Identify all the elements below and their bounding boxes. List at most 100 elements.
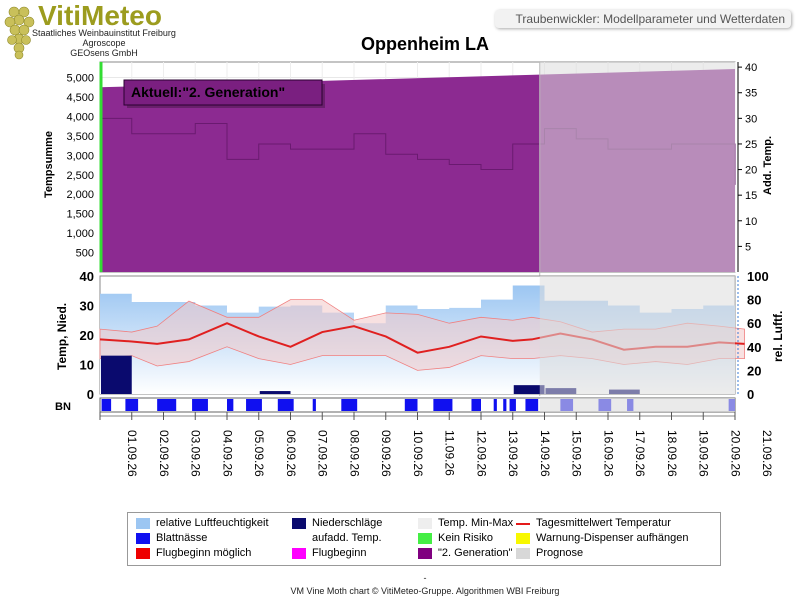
legend-label: Flugbeginn: [312, 547, 367, 559]
legend-swatch: [136, 518, 150, 529]
x-tick-label: 18.09.26: [665, 430, 679, 477]
logo[interactable]: VitiMeteo Staatliches Weinbauinstitut Fr…: [0, 0, 190, 62]
legend-swatch: [516, 533, 530, 544]
middle-right-axis-label: rel. Luftf.: [771, 311, 785, 362]
top-left-tick-label: 1,500: [66, 209, 94, 221]
grape-logo-icon: [4, 6, 35, 60]
x-tick-label: 12.09.26: [474, 430, 488, 477]
bn-segment: [312, 399, 316, 411]
legend-label: Prognose: [536, 547, 584, 559]
legend-label: relative Luftfeuchtigkeit: [156, 517, 269, 529]
middle-right-tick-label: 100: [747, 269, 769, 284]
legend-label: Blattnässe: [156, 532, 208, 544]
legend-label: Kein Risiko: [438, 532, 494, 544]
top-right-tick-label: 35: [745, 88, 757, 100]
x-tick-label: 14.09.26: [538, 430, 552, 477]
precip-bar: [513, 385, 545, 394]
bn-segment: [125, 399, 139, 411]
legend-label: Tagesmittelwert Temperatur: [536, 517, 671, 529]
middle-left-tick-label: 20: [80, 328, 94, 343]
bn-segment: [227, 399, 234, 411]
x-tick-label: 08.09.26: [347, 430, 361, 477]
annotation-box-face: [123, 79, 323, 106]
logo-line-1: Staatliches Weinbauinstitut Freiburg: [32, 28, 176, 38]
top-left-axis-label: Tempsumme: [43, 131, 55, 198]
x-tick-label: 20.09.26: [728, 430, 742, 477]
page-subtitle: Traubenwickler: Modellparameter und Wett…: [495, 10, 791, 28]
x-tick-label: 19.09.26: [697, 430, 711, 477]
logo-line-2: Agroscope: [82, 38, 126, 48]
legend-swatch: [292, 533, 306, 544]
x-tick-label: 13.09.26: [506, 430, 520, 477]
bn-segment: [277, 399, 294, 411]
x-tick-label: 15.09.26: [570, 430, 584, 477]
precip-bar: [259, 391, 291, 394]
top-right-tick-label: 20: [745, 165, 757, 177]
middle-right-tick-label: 60: [747, 316, 761, 331]
middle-right-tick-label: 0: [747, 387, 754, 402]
middle-right-tick-label: 80: [747, 293, 761, 308]
forecast-overlay-bn: [539, 398, 735, 412]
top-left-tick-label: 3,500: [66, 131, 94, 143]
legend-swatch: [418, 518, 432, 529]
top-left-tick-label: 4,000: [66, 111, 94, 123]
middle-right-tick-label: 40: [747, 340, 761, 355]
top-left-tick-label: 4,500: [66, 92, 94, 104]
top-left-tick-label: 2,500: [66, 170, 94, 182]
x-tick-label: 07.09.26: [316, 430, 330, 477]
top-left-tick-label: 5,000: [66, 73, 94, 85]
bn-segment: [341, 399, 358, 411]
x-tick-label: 16.09.26: [601, 430, 615, 477]
bn-segment: [246, 399, 262, 411]
legend-swatch: [516, 548, 530, 559]
legend-swatch: [516, 523, 530, 525]
middle-right-tick-label: 20: [747, 363, 761, 378]
middle-left-tick-label: 10: [80, 358, 94, 373]
top-left-tick-label: 1,000: [66, 228, 94, 240]
bn-segment: [471, 399, 481, 411]
top-left-tick-label: 2,000: [66, 189, 94, 201]
legend-swatch: [418, 548, 432, 559]
top-right-tick-label: 10: [745, 216, 757, 228]
legend-label: "2. Generation": [438, 547, 513, 559]
top-right-tick-label: 25: [745, 139, 757, 151]
x-tick-label: 11.09.26: [443, 430, 457, 476]
chart-title: Oppenheim LA: [360, 34, 489, 54]
top-left-tick-label: 3,000: [66, 150, 94, 162]
middle-left-tick-label: 0: [87, 387, 94, 402]
legend-label: Warnung-Dispenser aufhängen: [536, 532, 689, 544]
x-tick-label: 03.09.26: [189, 430, 203, 477]
x-tick-label: 06.09.26: [284, 430, 298, 477]
top-right-tick-label: 15: [745, 190, 757, 202]
bn-segment: [157, 399, 177, 411]
x-tick-label: 09.09.26: [379, 430, 393, 477]
annotation-label: Aktuell:"2. Generation": [131, 84, 285, 100]
legend-swatch: [292, 548, 306, 559]
x-tick-label: 05.09.26: [252, 430, 266, 477]
x-tick-label: 17.09.26: [633, 430, 647, 477]
top-right-axis-label: Add. Temp.: [762, 136, 774, 195]
x-tick-label: 02.09.26: [157, 430, 171, 477]
bn-segment: [101, 399, 112, 411]
top-left-tick-label: 500: [76, 248, 94, 260]
legend-swatch: [136, 533, 150, 544]
legend-swatch: [292, 518, 306, 529]
logo-line-3: GEOsens GmbH: [70, 48, 138, 58]
bn-segment: [192, 399, 208, 411]
top-right-tick-label: 40: [745, 62, 757, 74]
legend-label: Flugbeginn möglich: [156, 547, 252, 559]
legend-swatch: [418, 533, 432, 544]
bn-segment: [404, 399, 418, 411]
x-tick-label: 10.09.26: [411, 430, 425, 477]
middle-left-axis-label: Temp, Nied.: [55, 303, 69, 370]
forecast-overlay-top: [539, 62, 735, 272]
middle-left-tick-label: 40: [80, 269, 94, 284]
legend-swatch: [136, 548, 150, 559]
x-tick-label: 04.09.26: [220, 430, 234, 477]
legend-label: Niederschläge: [312, 517, 383, 529]
bn-segment: [493, 399, 497, 411]
forecast-overlay-middle: [539, 276, 735, 394]
top-right-tick-label: 5: [745, 241, 751, 253]
bn-label: BN: [55, 401, 71, 413]
